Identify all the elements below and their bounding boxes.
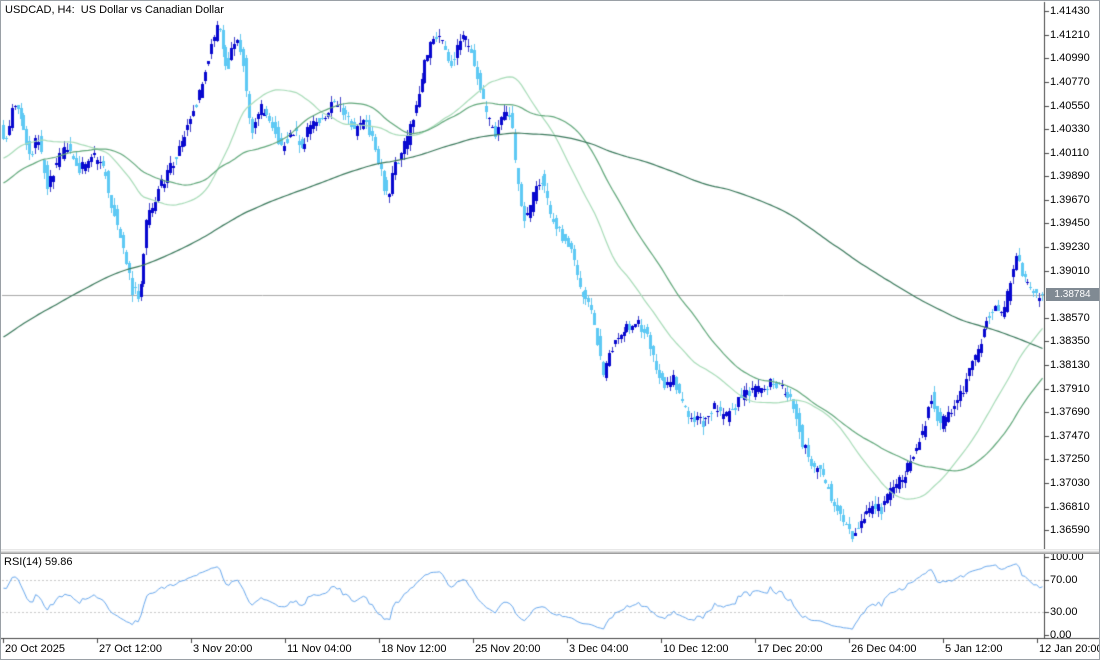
indicator-axis-label: 70.00 <box>1050 574 1078 586</box>
indicator-axis-label: 0.00 <box>1050 629 1072 641</box>
price-axis-label: 1.40990 <box>1050 52 1090 64</box>
price-axis-label: 1.37910 <box>1050 383 1090 395</box>
indicator-axis-label: 100.00 <box>1050 551 1084 563</box>
price-axis-label: 1.40550 <box>1050 100 1090 112</box>
price-axis-label: 1.37470 <box>1050 430 1090 442</box>
price-axis-label: 1.38130 <box>1050 359 1090 371</box>
time-axis-label: 26 Dec 04:00 <box>851 643 917 655</box>
time-axis-label: 3 Dec 04:00 <box>569 643 629 655</box>
price-axis-label: 1.37250 <box>1050 453 1090 465</box>
rsi-indicator-label: RSI(14) 59.86 <box>4 556 73 568</box>
price-axis-label: 1.37690 <box>1050 406 1090 418</box>
price-axis-label: 1.41430 <box>1050 5 1090 17</box>
indicator-axis-label: 30.00 <box>1050 606 1078 618</box>
time-axis-label: 25 Nov 20:00 <box>475 643 541 655</box>
price-axis-label: 1.39010 <box>1050 265 1090 277</box>
time-axis-label: 20 Oct 2025 <box>5 643 65 655</box>
time-axis-label: 5 Jan 12:00 <box>945 643 1003 655</box>
time-axis-label: 12 Jan 20:00 <box>1039 643 1100 655</box>
price-axis-label: 1.38570 <box>1050 312 1090 324</box>
price-axis-label: 1.37030 <box>1050 477 1090 489</box>
price-axis-label: 1.41210 <box>1050 29 1090 41</box>
time-axis-label: 17 Dec 20:00 <box>757 643 823 655</box>
price-axis-label: 1.36810 <box>1050 501 1090 513</box>
chart-title-label: USDCAD, H4: US Dollar vs Canadian Dollar <box>5 4 224 16</box>
price-axis-label: 1.38350 <box>1050 335 1090 347</box>
price-axis-label: 1.36590 <box>1050 524 1090 536</box>
time-axis-label: 11 Nov 04:00 <box>287 643 352 655</box>
price-axis-label: 1.40330 <box>1050 123 1090 135</box>
price-axis-label: 1.39450 <box>1050 217 1090 229</box>
price-axis-label: 1.40110 <box>1050 147 1089 159</box>
time-axis-label: 27 Oct 12:00 <box>99 643 162 655</box>
time-axis-label: 3 Nov 20:00 <box>193 643 253 655</box>
panel-splitter[interactable] <box>1 549 1099 554</box>
price-axis-label: 1.39670 <box>1050 194 1090 206</box>
time-axis-label: 10 Dec 12:00 <box>663 643 729 655</box>
price-axis-label: 1.39230 <box>1050 241 1090 253</box>
current-price-tag: 1.38784 <box>1046 288 1099 301</box>
price-axis-label: 1.39890 <box>1050 170 1090 182</box>
time-axis-label: 18 Nov 12:00 <box>381 643 447 655</box>
price-axis-label: 1.40770 <box>1050 76 1090 88</box>
